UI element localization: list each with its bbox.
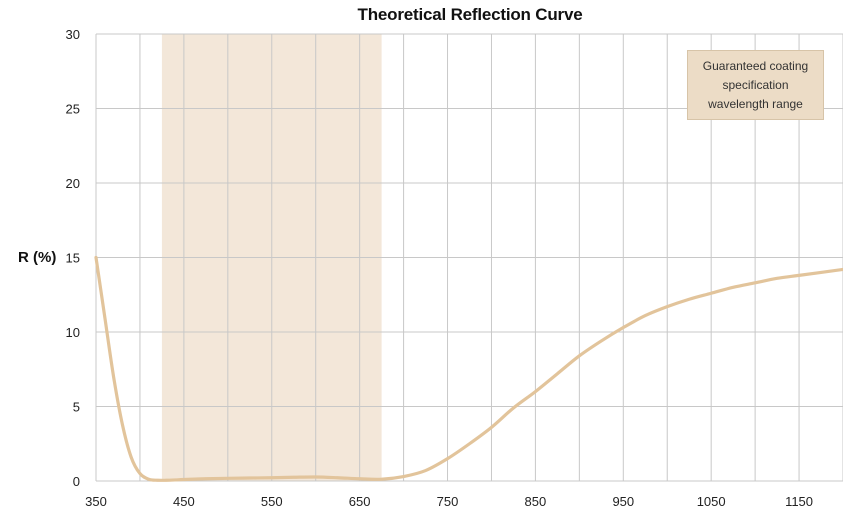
x-tick-label: 350 — [85, 494, 107, 509]
y-tick-label: 0 — [73, 474, 80, 489]
y-tick-label: 25 — [66, 102, 80, 117]
y-axis-label: R (%) — [18, 249, 56, 266]
annotation-text: Guaranteed coating specification wavelen… — [702, 58, 809, 111]
x-tick-label: 850 — [525, 494, 547, 509]
chart-title: Theoretical Reflection Curve — [357, 5, 583, 24]
y-tick-label: 5 — [73, 400, 80, 415]
y-tick-label: 15 — [66, 251, 80, 266]
y-tick-label: 20 — [66, 176, 80, 191]
x-tick-label: 750 — [437, 494, 459, 509]
reflection-curve-line — [94, 255, 843, 482]
y-tick-label: 30 — [66, 27, 80, 42]
y-tick-label: 10 — [66, 325, 80, 340]
x-tick-label: 450 — [173, 494, 195, 509]
specification-range-annotation: Guaranteed coating specification wavelen… — [687, 50, 824, 120]
x-tick-label: 950 — [612, 494, 634, 509]
x-tick-label: 550 — [261, 494, 283, 509]
x-tick-label: 1050 — [697, 494, 726, 509]
x-tick-label: 1150 — [785, 494, 813, 509]
x-tick-label: 650 — [349, 494, 371, 509]
